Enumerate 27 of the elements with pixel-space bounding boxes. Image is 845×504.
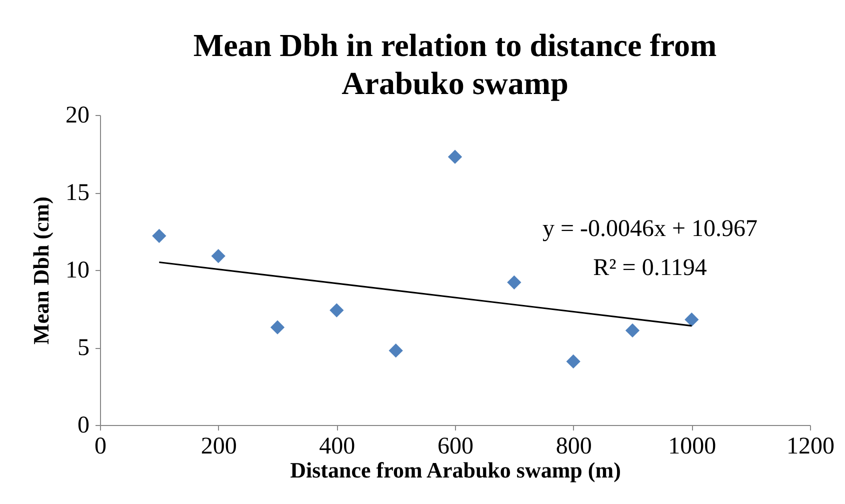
x-tick-label: 0 [94, 434, 106, 460]
y-tick-label: 10 [66, 258, 90, 284]
point [507, 275, 522, 290]
x-tick-label: 200 [200, 434, 237, 460]
y-tick-label: 15 [66, 180, 90, 206]
point [211, 248, 226, 264]
x-axis-title: Distance from Arabuko swamp (m) [290, 458, 621, 482]
point [270, 320, 285, 334]
y-tick-label: 0 [78, 412, 90, 438]
point [330, 303, 344, 318]
x-tick-label: 1200 [786, 434, 834, 460]
y-axis-title: Mean Dbh (cm) [28, 196, 54, 344]
x-tick-label: 600 [438, 434, 474, 460]
point [566, 354, 580, 369]
x-tick-label: 1000 [668, 434, 716, 460]
point [625, 323, 640, 338]
y-tick-label: 20 [66, 102, 90, 128]
annotation: y = -0.0046x + 10.967 [542, 216, 758, 242]
chart-title: Mean Dbh in relation to distance from Arabuko swamp [193, 27, 717, 101]
point [684, 312, 699, 327]
point [388, 344, 403, 358]
y-tick-label: 5 [78, 335, 90, 361]
point [448, 150, 462, 164]
point [152, 228, 166, 243]
annotation: R² = 0.1194 [593, 255, 707, 281]
x-tick-label: 800 [556, 434, 592, 460]
x-tick-label: 400 [319, 434, 356, 460]
